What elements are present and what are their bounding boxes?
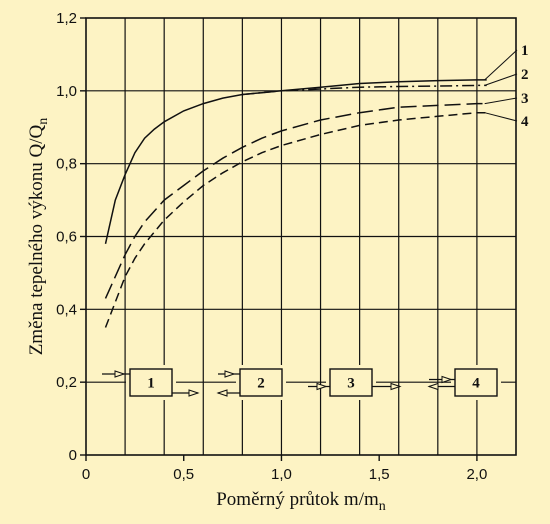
y-axis-title-text: Změna tepelného výkonu Q/Q xyxy=(26,124,47,355)
curve-leader-2 xyxy=(484,73,518,86)
legend-box-label: 4 xyxy=(472,376,480,392)
legend-box-2: 2 xyxy=(216,365,286,400)
flow-arrow xyxy=(390,382,402,391)
flow-arrow xyxy=(224,370,236,378)
legend-box-label: 1 xyxy=(147,376,155,392)
x-tick-label: 2,0 xyxy=(466,466,487,483)
x-axis-title-subscript: n xyxy=(379,499,386,514)
flow-arrow xyxy=(316,382,328,391)
y-tick-label: 0,2 xyxy=(56,374,77,391)
flow-arrow xyxy=(188,389,200,397)
curve-label-4: 4 xyxy=(521,114,529,130)
legend-box-label: 3 xyxy=(347,376,355,392)
legend-box-4: 4 xyxy=(427,365,501,400)
curve-leader-1 xyxy=(484,49,518,81)
legend-box-rect xyxy=(239,368,283,397)
y-tick-label: 1,0 xyxy=(56,83,77,100)
flow-arrow xyxy=(216,389,228,397)
y-axis-title: Změna tepelného výkonu Q/Qn xyxy=(26,118,51,356)
curve-label-2: 2 xyxy=(521,67,529,83)
series-line-2 xyxy=(242,84,487,96)
curve-leader-4 xyxy=(484,112,518,122)
y-tick-label: 0,6 xyxy=(56,229,77,246)
x-axis-title-text: Poměrný průtok m/m xyxy=(216,489,379,510)
legend-box-label: 2 xyxy=(257,376,265,392)
series-line-4 xyxy=(104,111,487,328)
curve-label-3: 3 xyxy=(521,91,529,107)
legend-box-3: 3 xyxy=(308,365,402,400)
x-tick-label: 0,5 xyxy=(173,466,194,483)
legend-boxes: 1 2 3 4 xyxy=(102,365,501,400)
y-tick-label: 0,4 xyxy=(56,301,77,318)
legend-box-rect xyxy=(329,368,373,397)
axis-ticks: 0 0,5 1,0 1,5 2,0 0 0,2 0,4 0,6 0,8 1,0 1,2 xyxy=(56,10,487,483)
x-tick-label: 0 xyxy=(82,466,90,483)
flow-arrow xyxy=(441,375,453,384)
x-axis-title: Poměrný průtok m/mn xyxy=(216,489,386,514)
x-tick-label: 1,0 xyxy=(271,466,292,483)
curve-label-1: 1 xyxy=(521,43,529,59)
series-line-1 xyxy=(104,79,487,244)
legend-box-rect xyxy=(129,368,173,397)
series-line-3 xyxy=(104,102,487,299)
y-tick-label: 0,8 xyxy=(56,156,77,173)
x-tick-label: 1,5 xyxy=(369,466,390,483)
y-axis-title-subscript: n xyxy=(36,118,51,125)
y-tick-label: 1,2 xyxy=(56,10,77,27)
curve-leader-3 xyxy=(484,97,518,105)
flow-arrow xyxy=(427,382,439,391)
flow-arrow xyxy=(114,370,126,378)
data-series xyxy=(104,79,487,328)
y-tick-label: 0 xyxy=(69,447,77,464)
legend-box-1: 1 xyxy=(102,365,200,400)
curve-labels: 1 2 3 4 xyxy=(484,43,529,130)
legend-box-rect xyxy=(454,368,498,397)
